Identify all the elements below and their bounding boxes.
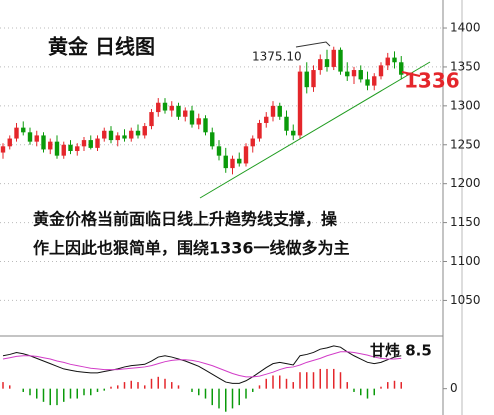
y2-tick-label: 0 [450, 381, 458, 395]
candle-body [385, 57, 390, 66]
macd-line [2, 345, 402, 384]
candle-body [365, 79, 370, 86]
y-tick-label: 1250 [450, 137, 481, 151]
candle-body [156, 102, 161, 113]
y-tick-label: 1100 [450, 254, 481, 268]
candle-body [142, 126, 147, 136]
candle-body [378, 65, 384, 77]
trend-line [199, 61, 431, 199]
candle-body [297, 71, 303, 136]
candle-body [48, 141, 53, 150]
candle-body [162, 102, 168, 111]
candle-body [372, 76, 377, 86]
candle-body [169, 105, 174, 111]
candle-body [21, 127, 26, 133]
candle-body [135, 130, 141, 136]
candle-body [68, 144, 73, 151]
y-tick-label: 1300 [450, 98, 481, 112]
candle-body [7, 138, 12, 147]
candle-body [338, 49, 343, 72]
support-label: 1336 [404, 69, 460, 93]
candle-body [108, 130, 114, 141]
candle-body [176, 105, 181, 117]
support-pointer [401, 71, 421, 77]
candle-body [392, 57, 397, 63]
candle-body [0, 146, 6, 153]
candle-body [230, 158, 235, 169]
candle-body [216, 146, 222, 156]
y-tick-label: 1400 [450, 21, 481, 35]
candle-body [27, 132, 33, 142]
candle-body [358, 70, 363, 80]
candle-body [237, 158, 242, 164]
candle-body [196, 118, 201, 125]
candle-body [351, 70, 357, 77]
candle-body [75, 146, 80, 151]
candle-body [331, 49, 336, 67]
candle-body [54, 141, 60, 156]
candle-body [115, 135, 120, 141]
candle-body [318, 59, 323, 71]
candle-body [183, 110, 188, 117]
candle-body [122, 135, 127, 139]
candle-body [95, 138, 100, 148]
author: 甘炜 8.5 [370, 342, 432, 360]
candle-body [270, 105, 276, 117]
comment-line: 作上因此也狠简单，围绕1336一线做多为主 [33, 239, 350, 258]
candle-body [41, 135, 46, 150]
y-tick-label: 1150 [450, 215, 481, 229]
candle-body [129, 130, 134, 139]
candle-body [399, 62, 404, 75]
candle-body [277, 105, 282, 117]
candle-body [88, 140, 93, 148]
macd-line [2, 351, 402, 378]
candle-body [243, 146, 249, 164]
candle-body [14, 127, 19, 139]
candle-body [203, 118, 208, 133]
candle-body [102, 130, 107, 139]
candle-body [223, 155, 228, 169]
high-pointer [295, 41, 331, 48]
candle-body [189, 110, 195, 125]
candle-body [250, 138, 255, 147]
candle-body [291, 130, 296, 136]
candle-body [149, 112, 154, 127]
candle-body [311, 70, 316, 88]
candle-body [304, 71, 309, 88]
y-tick-label: 1350 [450, 59, 481, 73]
candle-body [324, 59, 330, 67]
candle-body [81, 140, 87, 147]
chart-title: 黄金 日线图 [48, 35, 155, 59]
y-tick-label: 1200 [450, 176, 481, 190]
candle-body [345, 71, 350, 77]
y-tick-label: 1050 [450, 293, 481, 307]
candle-body [284, 116, 289, 131]
candle-body [210, 132, 215, 147]
candle-body [61, 144, 66, 156]
high-label: 1375.10 [252, 50, 302, 64]
comment-line: 黄金价格当前面临日线上升趋势线支撑，操 [33, 210, 338, 229]
candle-body [264, 116, 269, 123]
candle-body [34, 135, 39, 142]
candle-body [257, 122, 262, 139]
